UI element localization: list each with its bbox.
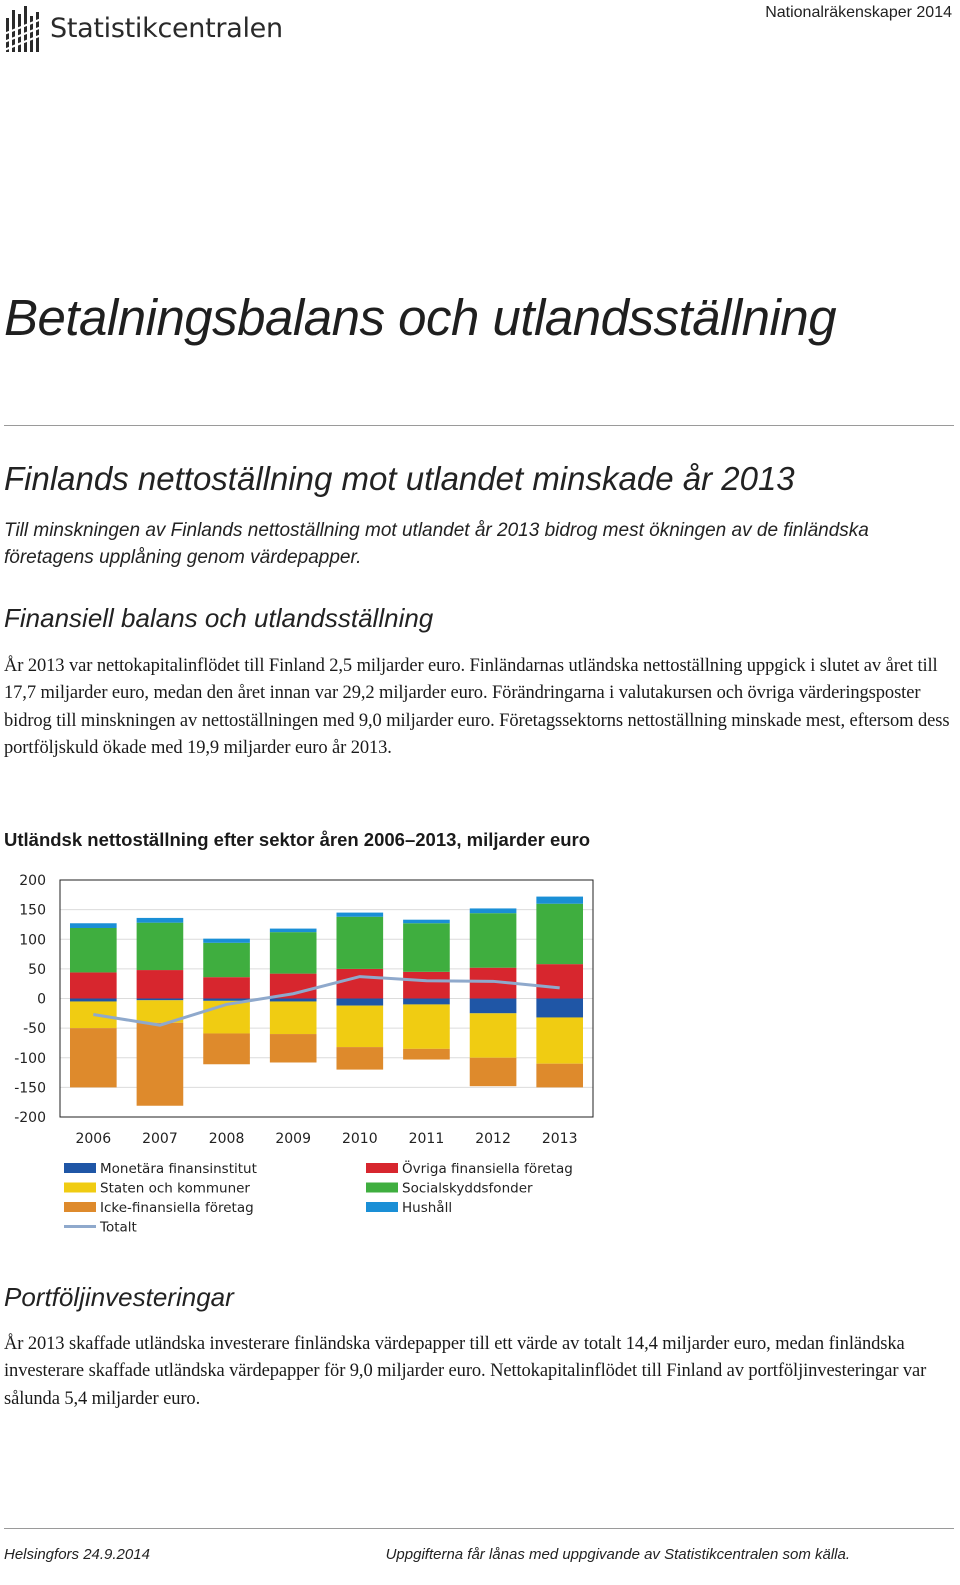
bar-segment: [536, 1063, 584, 1088]
bar-segment: [403, 998, 450, 1005]
bar-segment: [469, 908, 517, 914]
y-tick-label: -150: [14, 1080, 46, 1096]
bar-segment: [336, 998, 384, 1006]
chart-legend: Monetära finansinstitut Övriga finansiell…: [64, 1159, 573, 1236]
y-tick-label: 100: [19, 932, 46, 948]
y-tick-label: -50: [23, 1021, 46, 1037]
bar-segment: [269, 1001, 317, 1035]
bar-segment: [403, 923, 450, 972]
legend-label: Övriga finansiella företag: [402, 1159, 573, 1177]
legend-swatch: [366, 1163, 398, 1173]
bar-segment: [269, 932, 317, 974]
chart-title: Utländsk nettoställning efter sektor åre…: [4, 829, 591, 850]
bar-segment: [536, 903, 584, 965]
bar-segment: [336, 1047, 384, 1070]
chart-bars: [69, 896, 584, 1106]
y-tick-label: -100: [14, 1051, 46, 1067]
bar-segment: [69, 998, 117, 1002]
bar-segment: [203, 1033, 250, 1065]
bar-segment: [536, 964, 584, 999]
y-tick-label: 150: [19, 903, 46, 919]
legend-swatch: [64, 1163, 96, 1173]
page-title: Betalningsbalans och utlandsställning: [4, 289, 837, 346]
bar-segment: [536, 998, 584, 1018]
x-tick-label: 2013: [542, 1131, 578, 1147]
y-tick-label: -200: [14, 1110, 46, 1126]
bar-segment: [536, 896, 584, 904]
bar-segment: [469, 1013, 517, 1058]
statistikcentralen-logo: Statistikcentralen: [3, 4, 304, 56]
x-tick-label: 2012: [475, 1131, 511, 1147]
bar-segment: [136, 1022, 184, 1106]
bar-segment: [203, 938, 250, 943]
bar-segment: [69, 972, 117, 999]
bar-segment: [69, 923, 117, 928]
plot-frame: [59, 879, 594, 1118]
section-paragraph-portfolio: År 2013 skaffade utländska investerare f…: [4, 1334, 927, 1409]
legend-label: Hushåll: [402, 1199, 452, 1216]
bar-segment: [69, 1028, 117, 1088]
bar-segment: [469, 998, 517, 1014]
x-tick-label: 2008: [209, 1131, 245, 1147]
footer-place-date: Helsingfors 24.9.2014: [4, 1546, 150, 1563]
bar-segment: [203, 1000, 250, 1034]
bar-segment: [336, 1005, 384, 1048]
chart-total-line: [93, 975, 560, 1027]
legend-label: Monetära finansinstitut: [100, 1161, 257, 1177]
bar-segment: [269, 1034, 317, 1063]
bar-segment: [403, 1004, 450, 1049]
bar-segment: [336, 912, 384, 917]
bar-segment: [403, 919, 450, 924]
y-tick-label: 0: [37, 992, 46, 1008]
legend-label: Socialskyddsfonder: [402, 1181, 533, 1197]
x-tick-label: 2011: [409, 1131, 445, 1147]
bar-segment: [136, 917, 184, 923]
release-headline: Finlands nettoställning mot utlandet min…: [4, 460, 795, 497]
y-axis-labels: 200 150 100 50 0 -50 -100 -150 -200: [14, 873, 46, 1126]
bar-segment: [136, 1000, 184, 1023]
total-series-line: [93, 975, 560, 1027]
legend-swatch: [64, 1202, 96, 1212]
logo-text: Statistikcentralen: [50, 13, 283, 44]
x-axis-labels: 2006 2007 2008 2009 2010 2011 2012 2013: [75, 1131, 577, 1147]
section-heading-portfolio: Portföljinvesteringar: [4, 1282, 234, 1312]
bar-segment: [203, 998, 250, 1001]
bar-segment: [469, 913, 517, 968]
bar-segment: [403, 971, 450, 999]
bar-segment: [336, 968, 384, 999]
x-tick-label: 2010: [342, 1131, 378, 1147]
bar-segment: [69, 927, 117, 973]
legend-label: Totalt: [99, 1220, 137, 1236]
x-tick-label: 2009: [275, 1131, 311, 1147]
y-tick-label: 50: [28, 962, 46, 978]
footer-source-note: Uppgifterna får lånas med uppgivande av …: [385, 1546, 850, 1563]
divider: [4, 425, 954, 426]
bar-segment: [536, 1017, 584, 1064]
publication-name: Nationalräkenskaper 2014: [765, 4, 952, 21]
bar-segment: [203, 942, 250, 978]
x-tick-label: 2006: [75, 1131, 111, 1147]
bar-segment: [136, 998, 184, 1001]
bar-segment: [136, 970, 184, 999]
footer-divider: [4, 1528, 954, 1529]
bar-segment: [269, 998, 317, 1002]
bar-segment: [203, 977, 250, 999]
x-tick-label: 2007: [142, 1131, 178, 1147]
section-paragraph-financial-balance: År 2013 var nettokapitalinflödet till Fi…: [4, 656, 950, 758]
section-heading-financial-balance: Finansiell balans och utlandsställning: [4, 603, 434, 633]
y-tick-label: 200: [19, 873, 46, 889]
legend-swatch: [366, 1182, 398, 1193]
bar-segment: [469, 1057, 517, 1087]
legend-swatch: [64, 1182, 96, 1193]
net-position-chart: 200 150 100 50 0 -50 -100 -150 -200 2006 2007 2008…: [14, 873, 594, 1236]
legend-label: Icke-finansiella företag: [100, 1200, 254, 1216]
bar-segment: [269, 928, 317, 933]
legend-swatch: [366, 1202, 398, 1212]
bar-segment: [403, 1048, 450, 1060]
bar-segment: [136, 922, 184, 971]
logo-mark-icon: [3, 6, 45, 52]
legend-label: Staten och kommuner: [100, 1181, 250, 1197]
bar-segment: [336, 916, 384, 969]
lead-paragraph: Till minskningen av Finlands nettoställn…: [4, 520, 869, 568]
